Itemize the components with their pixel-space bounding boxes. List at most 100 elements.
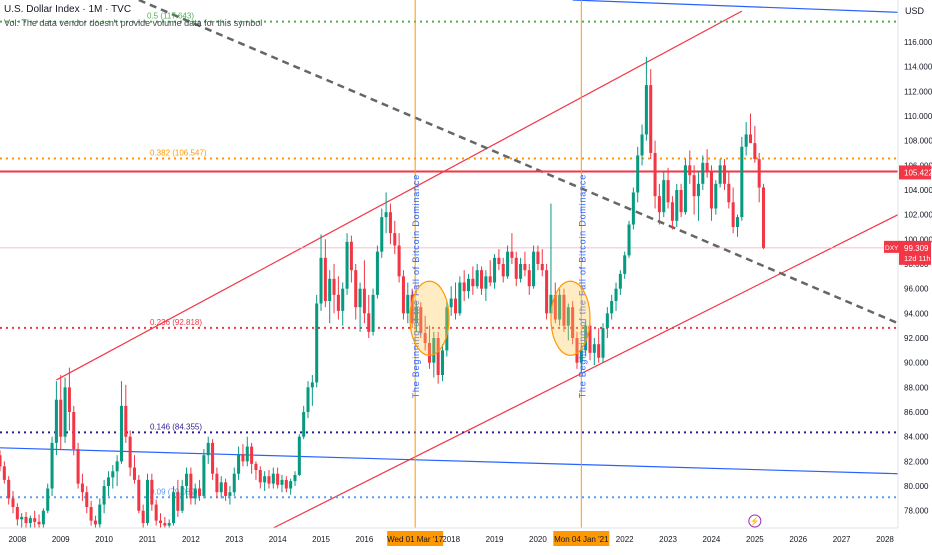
trend-line-blue-lower (0, 447, 899, 475)
candle-body (761, 187, 766, 248)
candle-body (748, 134, 753, 144)
candle-body (254, 463, 258, 471)
candle-body (571, 307, 575, 339)
candle-body (722, 165, 726, 184)
price-tick-label: 94.000 (904, 309, 929, 318)
last-price-symbol-tag (884, 240, 900, 253)
candle-body (683, 165, 687, 213)
candle-body (167, 523, 171, 526)
candle-body (614, 288, 618, 302)
candle-body (154, 504, 158, 521)
candle-body (488, 276, 492, 283)
candle-body (653, 152, 657, 197)
candle-body (380, 217, 384, 252)
resistance-price-label: 105.422 (904, 168, 932, 177)
price-tick-label: 86.000 (904, 408, 929, 417)
candle-body (410, 294, 414, 324)
price-tick-label: 116.000 (904, 38, 932, 47)
candle-body (241, 453, 245, 462)
candle-body (566, 307, 570, 326)
candle-body (54, 399, 58, 443)
candle-body (440, 350, 445, 376)
fib-level-label: 0.382 (106.547) (150, 149, 207, 158)
candle-body (189, 473, 193, 499)
candle-body (245, 446, 249, 462)
highlight-circle (550, 280, 591, 356)
candle-body (119, 405, 123, 462)
candle-body (267, 476, 271, 484)
price-tick-label: 92.000 (904, 334, 929, 343)
candle-body (475, 270, 479, 287)
candle-body (7, 479, 11, 499)
time-tick-label: 2020 (529, 535, 547, 544)
candle-body (172, 492, 176, 524)
candle-body (76, 449, 80, 484)
candle-body (180, 486, 184, 511)
candle-body (11, 498, 15, 508)
candle-body (102, 486, 106, 505)
candle-body (37, 521, 41, 525)
candle-body (657, 196, 661, 213)
candle-body (427, 342, 431, 363)
candle-body (640, 134, 644, 156)
candle-body (124, 405, 128, 437)
price-tick-label: 84.000 (904, 433, 929, 442)
candle-body (354, 270, 358, 308)
candle-body (406, 294, 410, 314)
candle-body (675, 189, 679, 221)
candle-body (98, 504, 102, 525)
time-tick-label: 2011 (139, 535, 157, 544)
candle-body (458, 282, 462, 314)
candle-body (553, 294, 557, 320)
trend-line-channel-upper (56, 10, 743, 381)
candle-body (115, 461, 119, 472)
candle-body (601, 328, 605, 358)
time-tick-label: 2008 (8, 535, 26, 544)
candle-body (397, 245, 401, 277)
time-tick-label: 2024 (703, 535, 721, 544)
fib-level-label: 0.236 (92.818) (150, 318, 202, 327)
candle-body (193, 488, 197, 499)
candle-body (306, 387, 310, 413)
candle-body (371, 294, 375, 332)
candle-body (211, 442, 215, 474)
time-tick-label: 2015 (312, 535, 330, 544)
candle-body (449, 298, 453, 308)
candle-body (141, 510, 145, 524)
candle-body (493, 257, 497, 283)
last-price-countdown: 12d 11h (904, 254, 931, 263)
resistance-price-tag (899, 165, 931, 180)
candle-body (375, 251, 379, 295)
candle-body (111, 471, 115, 478)
candle-body (15, 507, 19, 520)
candle-body (506, 251, 510, 277)
event-date-badge (387, 531, 444, 546)
candle-body (497, 257, 501, 264)
candle-body (145, 479, 150, 524)
event-date-badge (553, 531, 610, 546)
candle-body (592, 344, 596, 353)
candle-body (284, 479, 288, 489)
price-tick-label: 90.000 (904, 359, 929, 368)
time-tick-label: 2022 (616, 535, 634, 544)
time-tick-label: 2027 (833, 535, 851, 544)
candle-body (367, 313, 371, 332)
candle-body (345, 241, 349, 289)
candle-body (46, 488, 50, 511)
price-tick-label: 108.000 (904, 137, 932, 146)
currency-label[interactable]: USD (904, 6, 924, 16)
price-tick-label: 82.000 (904, 457, 929, 466)
candle-body (158, 520, 163, 524)
candle-body (2, 466, 6, 480)
price-tick-label: 104.000 (904, 186, 932, 195)
candle-body (0, 455, 2, 467)
candle-body (453, 298, 458, 314)
candle-body (540, 264, 544, 271)
candle-body (670, 202, 674, 221)
candle-body (319, 257, 323, 304)
time-tick-label: 2013 (225, 535, 243, 544)
time-axis-panel (0, 528, 932, 550)
event-date-label: Mon 04 Jan '21 (554, 535, 609, 544)
